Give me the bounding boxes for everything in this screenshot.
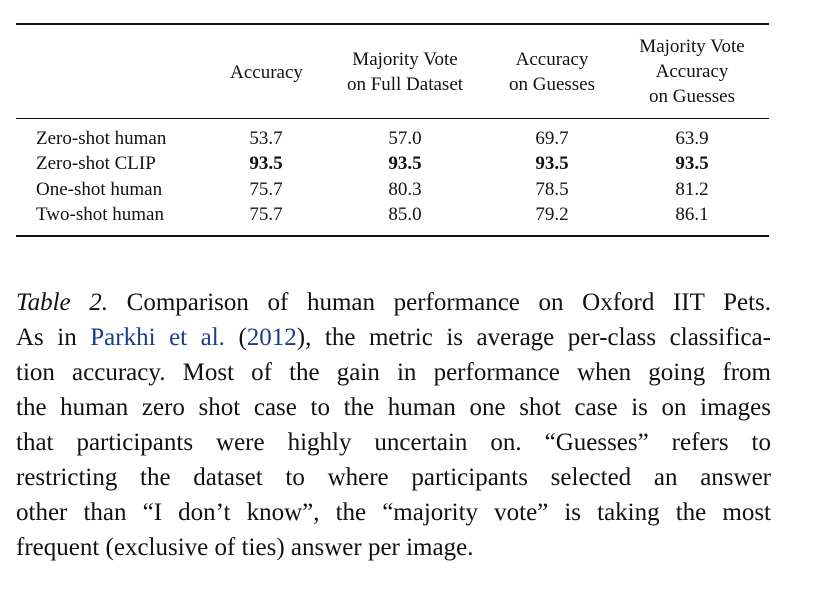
row-label-two-shot-human: Two-shot human (36, 204, 164, 225)
cell-zero-shot-clip-mv-full: 93.5 (388, 153, 422, 174)
caption-line-7: other than “I don’t know”, the “majority… (16, 499, 771, 526)
header-accuracy-guesses-line2: on Guesses (508, 74, 596, 95)
caption-line-8: frequent (exclusive of ties) answer per … (16, 534, 474, 561)
table-caption: Table 2. Comparison of human performance… (16, 285, 771, 565)
row-label-one-shot-human: One-shot human (36, 179, 163, 200)
cell-one-shot-human-mv-full: 80.3 (388, 179, 422, 200)
header-majority-vote-full: Majority Vote on Full Dataset (330, 47, 480, 97)
header-accuracy-guesses: Accuracy on Guesses (492, 47, 612, 97)
caption-line-3: tion accuracy. Most of the gain in perfo… (16, 359, 771, 386)
cell-two-shot-human-accuracy: 75.7 (249, 204, 283, 225)
cell-two-shot-human-mv-acc-guesses: 86.1 (675, 204, 709, 225)
row-label-zero-shot-human: Zero-shot human (36, 128, 167, 149)
header-mvag-line1: Majority Vote (639, 36, 745, 57)
header-accuracy-line1: Accuracy (230, 62, 303, 83)
caption-cite-open: ( (224, 324, 247, 351)
caption-tag: Table 2. (16, 289, 109, 316)
cell-one-shot-human-acc-guesses: 78.5 (535, 179, 569, 200)
cell-zero-shot-clip-acc-guesses: 93.5 (535, 153, 569, 174)
header-mvag-line2: Accuracy (655, 61, 729, 82)
header-accuracy-guesses-line1: Accuracy (515, 49, 589, 70)
table-top-rule (16, 23, 769, 25)
header-accuracy: Accuracy (219, 60, 314, 85)
header-majority-vote-accuracy-guesses: Majority Vote Accuracy on Guesses (622, 34, 762, 109)
header-mvag-line3: on Guesses (648, 86, 736, 107)
caption-cite-close: ) (296, 324, 306, 351)
cell-zero-shot-human-mv-full: 57.0 (388, 128, 422, 149)
cell-one-shot-human-mv-acc-guesses: 81.2 (675, 179, 709, 200)
caption-line-2-pre: As in (16, 324, 91, 351)
table-header-rule (16, 118, 769, 119)
cell-one-shot-human-accuracy: 75.7 (249, 179, 283, 200)
citation-link-authors[interactable]: Parkhi et al. (90, 324, 225, 351)
header-majority-vote-full-line2: on Full Dataset (346, 74, 464, 95)
caption-line-6: restricting the dataset to where partici… (16, 464, 771, 491)
cell-two-shot-human-mv-full: 85.0 (388, 204, 422, 225)
cell-zero-shot-human-acc-guesses: 69.7 (535, 128, 569, 149)
cell-zero-shot-clip-accuracy: 93.5 (249, 153, 283, 174)
cell-zero-shot-clip-mv-acc-guesses: 93.5 (675, 153, 709, 174)
citation-link-year[interactable]: 2012 (246, 324, 297, 351)
cell-zero-shot-human-accuracy: 53.7 (249, 128, 283, 149)
header-majority-vote-full-line1: Majority Vote (352, 49, 458, 70)
caption-line-4: the human zero shot case to the human on… (16, 394, 771, 421)
table-bottom-rule (16, 235, 769, 237)
caption-line-2: As in Parkhi et al. (2012), the metric i… (16, 320, 771, 355)
cell-two-shot-human-acc-guesses: 79.2 (535, 204, 569, 225)
cell-zero-shot-human-mv-acc-guesses: 63.9 (675, 128, 709, 149)
caption-line-1: Table 2. Comparison of human performance… (16, 285, 771, 320)
row-label-zero-shot-clip: Zero-shot CLIP (36, 153, 156, 174)
caption-line-2-post: , the metric is average per-class classi… (305, 324, 771, 351)
caption-line-5: that participants were highly uncertain … (16, 429, 771, 456)
caption-line-1-text: Comparison of human performance on Oxfor… (108, 289, 771, 316)
